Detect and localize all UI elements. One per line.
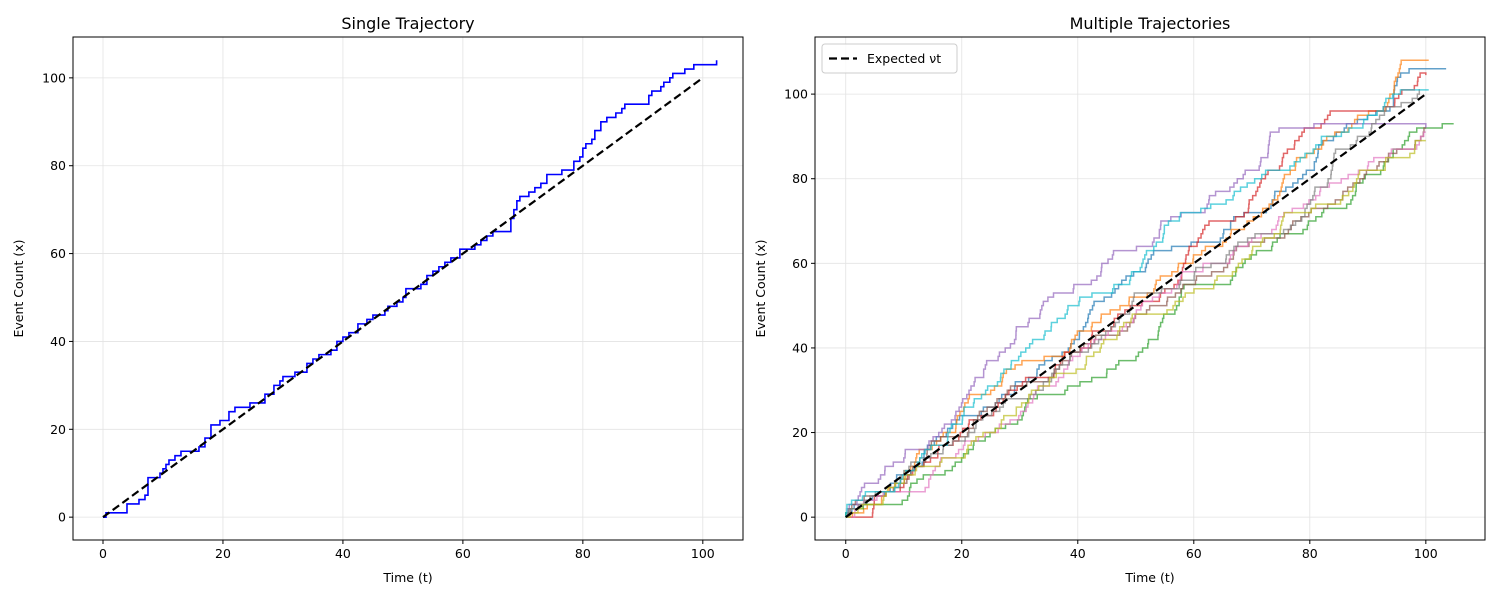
plot-area	[844, 59, 1454, 519]
x-tick-label: 40	[335, 546, 351, 561]
trajectory-line	[845, 122, 1427, 518]
x-tick-label: 20	[954, 546, 970, 561]
y-tick-label: 0	[800, 510, 808, 525]
y-axis-label: Event Count (x)	[753, 239, 768, 337]
y-tick-label: 100	[42, 70, 66, 85]
y-tick-label: 60	[792, 256, 808, 271]
trajectory-line	[845, 122, 1454, 518]
axes-frame	[814, 36, 1486, 541]
trajectory-line	[845, 131, 1426, 518]
expected-line	[102, 76, 704, 519]
legend-box	[821, 43, 958, 74]
y-tick-label: 20	[792, 425, 808, 440]
y-tick-label: 80	[792, 171, 808, 186]
chart-title: Single Trajectory	[341, 14, 474, 33]
x-tick-label: 80	[575, 546, 591, 561]
y-tick-label: 40	[792, 340, 808, 355]
trajectory-line	[845, 139, 1426, 518]
multiple-trajectories-plot: 0 20 40 60 80 100 0 20 40 60 80 100 Multiple Traject…	[753, 14, 1486, 585]
trajectory-line	[845, 89, 1421, 518]
trajectory-line	[845, 89, 1429, 518]
x-axis-label: Time (t)	[382, 570, 432, 585]
trajectory-line	[845, 59, 1429, 518]
x-tick-label: 0	[99, 546, 107, 561]
x-tick-label: 60	[455, 546, 471, 561]
trajectory-line	[102, 60, 718, 518]
y-tick-label: 60	[50, 246, 66, 261]
x-tick-label: 60	[1186, 546, 1202, 561]
legend-label: Expected νt	[867, 51, 941, 66]
x-tick-label: 0	[842, 546, 850, 561]
y-tick-label: 80	[50, 158, 66, 173]
trajectory-line	[845, 127, 1426, 518]
x-tick-label: 80	[1302, 546, 1318, 561]
chart-title: Multiple Trajectories	[1070, 14, 1231, 33]
axes-frame	[72, 36, 744, 541]
x-tick-label: 20	[215, 546, 231, 561]
trajectory-line	[845, 72, 1427, 518]
plot-area	[102, 60, 718, 519]
x-axis-label: Time (t)	[1124, 570, 1174, 585]
y-axis-label: Event Count (x)	[11, 239, 26, 337]
y-tick-label: 40	[50, 334, 66, 349]
x-tick-label: 40	[1070, 546, 1086, 561]
y-tick-label: 20	[50, 422, 66, 437]
y-tick-label: 0	[58, 510, 66, 525]
legend: Expected νt	[821, 43, 958, 74]
x-tick-label: 100	[1414, 546, 1438, 561]
x-tick-label: 100	[691, 546, 715, 561]
single-trajectory-plot: 0 20 40 60 80 100 0 20 40 60 80 100 Single Trajector…	[11, 14, 744, 585]
y-tick-label: 100	[784, 87, 808, 102]
